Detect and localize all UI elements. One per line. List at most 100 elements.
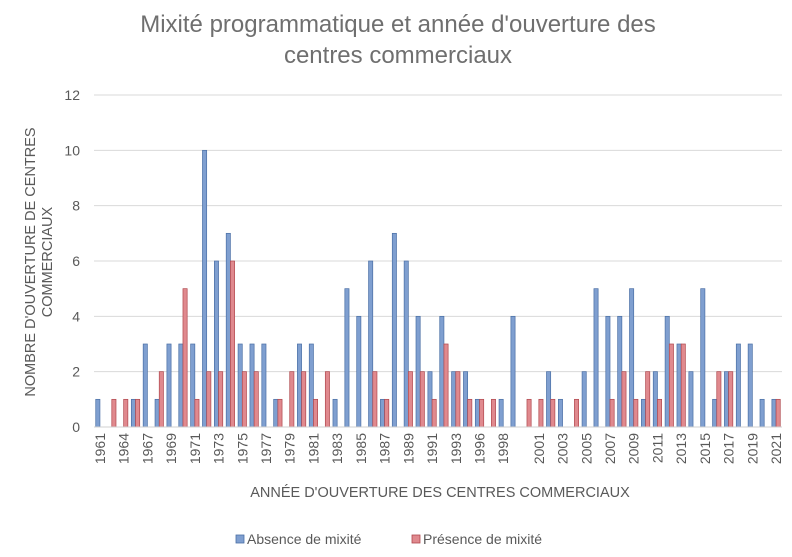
bar-absence-1990 [415, 315, 421, 428]
x-tick-label: 2003 [555, 433, 571, 464]
bar-absence-1984 [344, 288, 350, 428]
x-tick-label: 2005 [578, 433, 594, 464]
bar-absence-1971 [190, 343, 196, 428]
bar-presence-1974 [230, 260, 235, 428]
y-axis-title-line-1: NOMBRE D'OUVERTURE DE CENTRES [23, 127, 39, 396]
bar-presence-2008 [621, 371, 627, 428]
x-axis-ticks: 1961 1964 1967 1969 1971 1973 1975 1977 1979 1981… [92, 433, 784, 464]
y-tick-label: 10 [64, 142, 80, 158]
x-tick-label: 1961 [92, 433, 108, 464]
bar-presence-1989 [407, 371, 413, 428]
bar-absence-2017 [724, 371, 729, 428]
x-tick-label: 1964 [116, 433, 132, 464]
bar-presence-1992 [443, 343, 449, 428]
bar-absence-2003 [557, 398, 563, 428]
bar-absence-1993 [451, 371, 457, 428]
bar-presence-2002 [550, 398, 556, 428]
y-tick-label: 2 [72, 364, 80, 380]
legend-label-absence: Absence de mixité [247, 531, 362, 547]
bar-absence-1985 [356, 315, 362, 428]
bar-presence-1994 [467, 398, 473, 428]
bar-absence-1972 [202, 149, 208, 428]
bar-absence-1980 [297, 343, 302, 428]
x-axis-title: ANNÉE D'OUVERTURE DES CENTRES COMMERCIAU… [250, 484, 630, 501]
bar-presence-1980 [301, 371, 307, 428]
legend-label-presence: Présence de mixité [423, 531, 542, 547]
bar-absence-1975 [237, 343, 243, 428]
bar-presence-2012 [668, 343, 674, 428]
x-tick-label: 2019 [744, 433, 760, 464]
bar-presence-1987 [384, 398, 390, 428]
bar-presence-1972 [206, 371, 212, 428]
bar-absence-2019 [747, 343, 753, 428]
x-tick-label: 1979 [282, 433, 298, 464]
x-tick-label: 1985 [353, 433, 369, 464]
bar-absence-1966 [130, 398, 136, 428]
x-tick-label: 2011 [649, 433, 665, 463]
x-tick-label: 1981 [305, 433, 321, 464]
y-tick-label: 8 [72, 198, 80, 214]
legend-swatch-absence [235, 534, 245, 544]
bar-presence-1963 [111, 398, 117, 428]
bar-absence-1974 [225, 232, 231, 428]
x-tick-label: 1973 [211, 433, 227, 464]
bar-presence-1966 [135, 398, 141, 428]
y-tick-label: 4 [72, 308, 80, 324]
bar-absence-1967 [142, 343, 148, 428]
chart-title-line-2: centres commerciaux [284, 42, 512, 69]
bar-absence-1996 [474, 398, 480, 428]
x-tick-label: 2007 [602, 433, 618, 464]
x-tick-label: 1967 [139, 433, 155, 464]
bar-absence-2010 [641, 398, 646, 428]
bar-presence-1971 [194, 398, 200, 428]
y-tick-label: 12 [64, 87, 80, 103]
legend: Absence de mixité Présence de mixité [235, 531, 542, 547]
gridlines [94, 94, 782, 373]
bar-presence-1981 [313, 398, 319, 428]
bar-absence-2007 [605, 315, 611, 428]
bar-presence-1978 [277, 398, 283, 428]
y-tick-label: 0 [72, 419, 80, 435]
bar-absence-2005 [581, 371, 587, 428]
x-tick-label: 2013 [673, 433, 689, 464]
bar-absence-2012 [664, 315, 670, 428]
x-tick-label: 1971 [187, 433, 203, 464]
bar-absence-1992 [439, 315, 445, 428]
bar-absence-2008 [617, 315, 623, 428]
bar-presence-1982 [324, 371, 330, 428]
bar-presence-1996 [479, 398, 485, 428]
x-tick-label: 2001 [531, 433, 547, 464]
y-axis-title-line-2: COMMERCIAUX [40, 206, 56, 317]
bar-absence-1973 [214, 260, 219, 428]
bar-absence-2006 [593, 288, 599, 428]
x-tick-label: 2009 [626, 433, 642, 464]
bar-absence-1988 [391, 232, 397, 428]
bars [95, 149, 781, 428]
bar-absence-1987 [380, 398, 385, 428]
bar-absence-1989 [403, 260, 409, 428]
bar-absence-2020 [759, 398, 765, 428]
bar-presence-1975 [241, 371, 247, 428]
x-tick-label: 2021 [768, 433, 784, 464]
bar-presence-2011 [657, 398, 663, 428]
bar-absence-2016 [712, 398, 718, 428]
bar-presence-1968 [158, 371, 164, 428]
bar-absence-1999 [510, 315, 516, 428]
x-tick-label: 1991 [424, 433, 440, 464]
bar-presence-1993 [455, 371, 461, 428]
bar-presence-2016 [716, 371, 722, 428]
x-tick-label: 1983 [329, 433, 345, 464]
bar-absence-2021 [771, 398, 777, 428]
bar-presence-2013 [680, 343, 686, 428]
bar-absence-2015 [700, 288, 706, 428]
bar-presence-1970 [182, 288, 188, 428]
bar-presence-2009 [633, 398, 639, 428]
bar-absence-2018 [735, 343, 741, 428]
x-tick-label: 1975 [234, 433, 250, 464]
bar-presence-2000 [526, 398, 532, 428]
bar-absence-2011 [652, 371, 658, 428]
bar-presence-2010 [645, 371, 651, 428]
bar-presence-1997 [491, 398, 496, 428]
bar-presence-1976 [253, 371, 259, 428]
